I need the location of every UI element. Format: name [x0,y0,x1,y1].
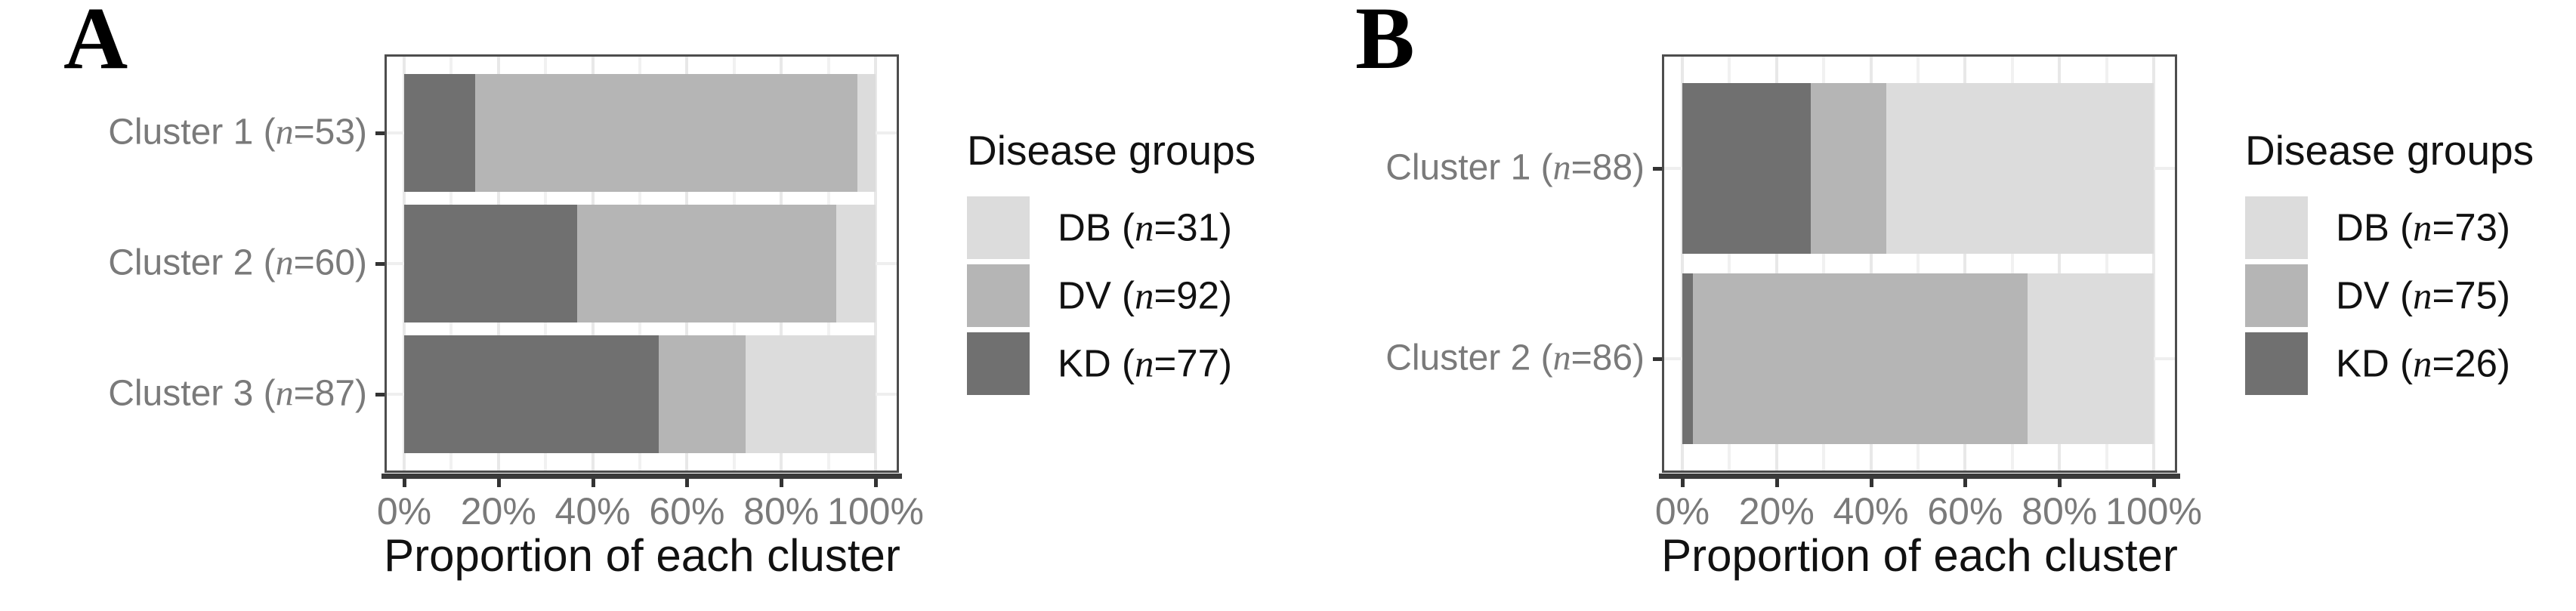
x-tick-label: 100% [827,490,924,532]
bar-segment-dv [658,335,746,453]
bar-segment-db [745,335,876,453]
gridline-vertical [2058,57,2062,471]
n-italic: n [2413,207,2432,249]
x-tick [685,479,690,487]
bar-segment-kd [404,74,476,192]
legend-label-dv: DV (n=75) [2336,273,2510,317]
legend-swatch-db [967,196,1030,259]
gridline-vertical [2152,57,2155,471]
x-tick [780,479,784,487]
y-tick [375,262,385,266]
x-tick-label: 40% [554,490,631,532]
panel-a-letter: A [63,0,128,88]
y-tick [375,131,385,135]
y-tick [1653,357,1662,361]
legend-swatch-dv [967,264,1030,327]
n-italic: n [275,242,294,283]
x-axis-line [381,474,902,479]
bar-segment-db [1886,83,2154,254]
gridline-vertical [1963,57,1967,471]
bar-segment-dv [577,205,837,322]
legend-swatch-dv [2245,264,2308,327]
legend-swatch-kd [967,332,1030,395]
x-tick [2152,479,2156,487]
n-italic: n [1135,343,1154,385]
n-italic: n [275,373,294,414]
y-tick [1653,167,1662,171]
n-italic: n [1135,275,1154,317]
x-tick-label: 20% [1738,490,1815,532]
n-italic: n [1552,338,1571,378]
bar-segment-kd [1682,83,1812,254]
category-label-a-1: Cluster 1 (n=53) [108,112,367,153]
x-tick [1963,479,1968,487]
panel-b-plot-area [1662,54,2177,473]
bar-segment-db [2027,273,2154,444]
x-tick [874,479,878,487]
panel-a-legend-title: Disease groups [967,127,1256,174]
gridline-vertical [1681,57,1684,471]
x-tick-label: 80% [743,490,820,532]
panel-b-legend-title: Disease groups [2245,127,2534,174]
legend-label-db: DB (n=73) [2336,205,2510,249]
bar-segment-dv [475,74,858,192]
n-italic: n [2413,343,2432,385]
legend-label-kd: KD (n=26) [2336,341,2510,385]
gridline-vertical [1822,57,1826,471]
x-tick-label: 0% [1654,490,1710,532]
bar-segment-dv [1693,273,2028,444]
panel-b-x-axis-title: Proportion of each cluster [1661,530,2178,581]
y-tick [375,393,385,397]
x-tick-label: 80% [2022,490,2098,532]
n-italic: n [1552,147,1571,188]
bar-segment-kd [404,205,577,322]
bar-segment-dv [1811,83,1886,254]
x-tick [1681,479,1685,487]
x-tick [2058,479,2062,487]
panel-a-x-axis-title: Proportion of each cluster [384,530,900,581]
gridline-vertical [2105,57,2108,471]
x-tick [1869,479,1873,487]
gridline-vertical [1728,57,1731,471]
category-label-a-3: Cluster 3 (n=87) [108,373,367,414]
x-tick [496,479,501,487]
bar-segment-db [836,205,876,322]
n-italic: n [275,112,294,153]
panel-a-plot-area [385,54,899,473]
gridline-vertical [1869,57,1873,471]
legend-swatch-db [2245,196,2308,259]
bar-segment-kd [404,335,659,453]
gridline-vertical [1917,57,1920,471]
x-axis-line [1659,474,2180,479]
gridline-vertical [2010,57,2014,471]
n-italic: n [2413,275,2432,317]
x-tick-label: 60% [1927,490,2003,532]
legend-label-db: DB (n=31) [1058,205,1232,249]
x-tick-label: 20% [460,490,536,532]
x-tick-label: 40% [1833,490,1909,532]
category-label-a-2: Cluster 2 (n=60) [108,242,367,283]
x-tick [591,479,595,487]
category-label-b-1: Cluster 1 (n=88) [1385,147,1645,188]
category-label-b-2: Cluster 2 (n=86) [1385,338,1645,378]
legend-label-dv: DV (n=92) [1058,273,1232,317]
x-tick [1774,479,1779,487]
panel-b-letter: B [1355,0,1415,88]
x-tick-label: 60% [649,490,725,532]
n-italic: n [1135,207,1154,249]
x-tick-label: 0% [376,490,432,532]
legend-swatch-kd [2245,332,2308,395]
x-tick [403,479,406,487]
bar-segment-kd [1682,273,1694,444]
legend-label-kd: KD (n=77) [1058,341,1232,385]
gridline-vertical [1774,57,1778,471]
bar-segment-db [857,74,876,192]
x-tick-label: 100% [2105,490,2202,532]
